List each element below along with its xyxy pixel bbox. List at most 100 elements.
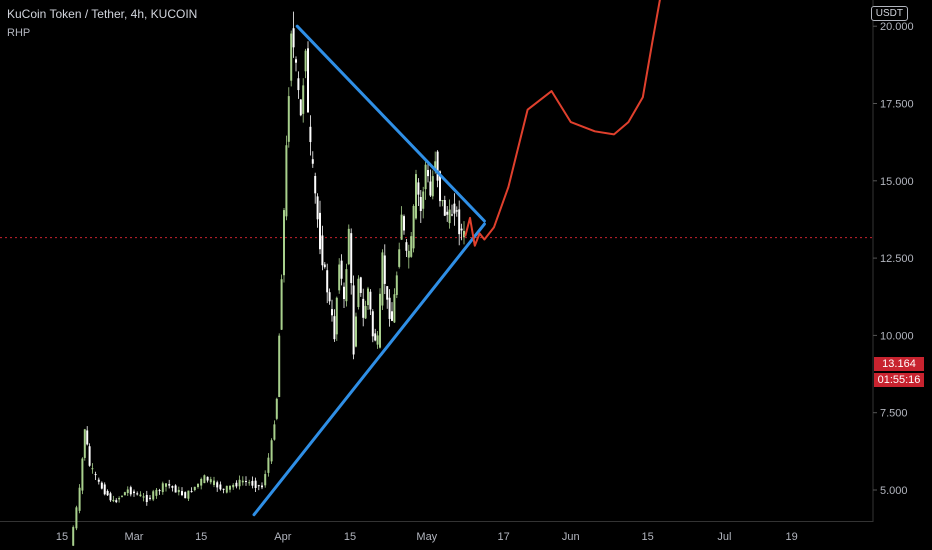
x-tick-label: May [416,531,437,543]
candle-body [158,490,161,492]
candle-body [177,489,180,493]
y-tick-label: 10.000 [880,330,914,342]
candle-body [400,214,403,240]
candle-body [309,126,312,143]
candle-body [335,297,338,335]
x-tick-label: Apr [274,531,291,543]
candle-body [280,279,283,330]
candle-body [174,485,177,493]
candle-body [254,480,257,488]
candle-body [398,249,401,267]
candle-body [251,480,254,486]
candle-body [261,485,263,488]
candle-body [152,491,155,500]
candle-body [302,85,305,114]
candle-body [94,474,97,476]
candle-body [161,483,164,493]
candle-body [297,78,300,91]
projection-line [464,0,661,247]
chart-title: KuCoin Token / Tether, 4h, KUCOIN [7,7,198,21]
candle-body [142,496,145,498]
x-tick-label: Mar [125,531,144,543]
candle-body [203,475,206,484]
candle-body [441,200,444,202]
candle-body [109,493,112,501]
candle-body [316,196,319,220]
y-tick-label: 20.000 [880,21,914,33]
candle-body [352,285,355,355]
y-tick-label: 5.000 [880,485,908,497]
candle-body [209,479,212,483]
candle-body [460,228,463,231]
candle-body [355,316,357,347]
candle-body [145,494,148,503]
candle-body [219,484,222,490]
candle-body [72,527,75,546]
candle-body [133,491,135,494]
indicator-label: RHP [7,27,31,39]
candle-body [410,236,413,257]
candle-body [273,424,276,440]
candle-body [287,96,290,142]
candle-body [369,291,372,310]
candle-body [200,478,203,486]
candle-body [149,497,151,499]
candle-body [431,176,434,197]
candle-body [267,457,270,473]
candle-body [248,482,251,484]
x-tick-label: 15 [344,531,356,543]
candle-body [112,499,115,502]
y-tick-label: 12.500 [880,253,914,265]
candle-body [118,498,121,500]
candle-body [235,482,238,487]
candle-body [78,487,81,511]
candle-body [436,151,439,181]
candle-body [448,209,451,224]
candle-body [304,50,307,72]
candle-body [417,182,420,195]
x-tick-label: 17 [497,531,509,543]
countdown-label: 01:55:16 [874,373,924,387]
x-tick-label: 15 [641,531,653,543]
candle-body [453,203,456,214]
candle-body [136,493,139,495]
candle-body [222,488,225,490]
candle-body [439,171,441,202]
x-tick-label: 19 [785,531,797,543]
candle-body [238,479,241,487]
candle-body [206,476,209,481]
candle-body [115,500,118,503]
last-price-label: 13.164 [874,357,924,371]
candle-body [434,161,437,171]
candle-body [232,484,235,488]
candle-body [216,482,219,488]
candle-body [86,430,89,445]
candle-body [343,286,345,300]
candle-body [451,214,453,216]
candle-body [155,489,158,496]
candle-body [458,209,461,235]
candle-body [463,231,465,238]
candle-body [323,264,326,268]
candle-body [350,233,353,284]
y-tick-label: 15.000 [880,176,914,188]
candle-body [321,235,324,266]
candle-body [338,264,341,291]
x-tick-label: Jul [717,531,731,543]
candle-body [264,474,267,486]
x-tick-label: 15 [195,531,207,543]
candle-body [292,28,295,48]
candle-body [367,288,369,305]
candle-body [429,181,432,196]
candle-body [129,487,132,495]
candle-body [193,486,196,491]
candle-body [347,228,350,265]
candle-body [427,170,429,177]
candle-body [295,59,297,63]
trendline-lower [252,222,486,517]
candle-body [386,286,389,300]
candle-body [213,480,215,485]
currency-badge[interactable]: USDT [870,6,908,21]
candle-body [379,293,381,348]
